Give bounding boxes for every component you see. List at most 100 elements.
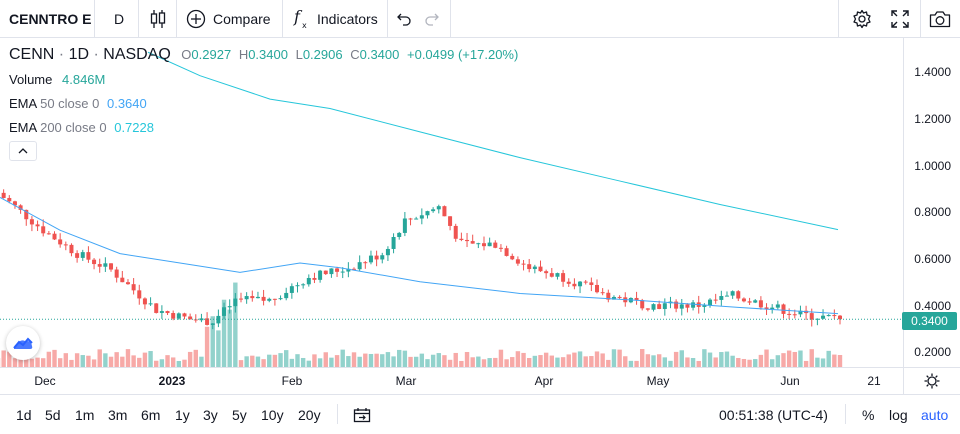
range-3m-button[interactable]: 3m [108,395,127,434]
candle-body [188,316,192,319]
candle-body [392,237,396,249]
candle [544,270,548,279]
volume-bar [589,356,593,367]
candle-body [171,313,175,319]
auto-scale-toggle[interactable]: auto [921,395,948,434]
chart-style-button[interactable] [149,0,167,38]
candle-body [177,313,181,318]
candle-body [30,219,34,224]
tradingview-logo[interactable] [6,326,40,360]
volume-bar [58,358,62,367]
candle [256,292,260,299]
legend-interval: 1D [69,46,89,63]
scale-settings-corner[interactable] [903,367,960,394]
settings-button[interactable] [852,0,872,38]
candle [92,258,96,269]
candle-body [838,316,842,320]
log-scale-toggle[interactable]: log [889,395,908,434]
volume-value: 4.846M [62,72,105,87]
volume-bar [227,310,231,367]
high-label: H [239,47,248,62]
candle [86,246,90,263]
candle-body [81,252,85,258]
candle-body [92,260,96,264]
toolbar-divider [450,0,451,38]
volume-bar [702,349,706,367]
range-1m-button[interactable]: 1m [75,395,94,434]
fullscreen-button[interactable] [891,0,909,38]
timezone-clock[interactable]: 00:51:38 (UTC-4) [719,395,828,434]
screenshot-button[interactable] [929,0,951,38]
range-20y-button[interactable]: 20y [298,395,321,434]
candle [318,270,322,283]
candle [527,259,531,272]
symbol-search-button[interactable]: CENNTRO E [9,0,91,38]
candle [442,206,446,217]
candle-body [307,278,311,284]
plus-circle-icon [186,9,206,29]
candle [53,231,57,240]
volume-bar [1,350,5,367]
range-1d-button[interactable]: 1d [16,395,32,434]
compare-button[interactable]: Compare [186,0,271,38]
toolbar-divider [138,0,139,38]
range-3y-button[interactable]: 3y [203,395,218,434]
time-scale[interactable]: Dec 2023 Feb Mar Apr May Jun 21 [0,367,903,394]
candle [420,208,424,224]
redo-button[interactable] [424,0,440,38]
candle-body [7,198,11,201]
collapse-legend-button[interactable] [9,141,37,161]
candle-body [47,233,51,234]
indicators-button[interactable]: f x Indicators [293,0,378,38]
candle-body [815,319,819,320]
chart-pane[interactable]: CENN · 1D · NASDAQ O0.2927 H0.3400 L0.29… [0,38,903,367]
volume-bar [730,356,734,367]
range-1y-button[interactable]: 1y [175,395,190,434]
candle-body [522,264,526,265]
candle-body [476,243,480,244]
ema200-label: EMA [9,120,36,135]
candle-body [437,206,441,209]
volume-bar [329,358,333,367]
candle-body [832,315,836,316]
toolbar-divider [94,0,95,38]
ema200-legend[interactable]: EMA 200 close 0 0.7228 [9,120,154,135]
candle [488,238,492,247]
range-6m-button[interactable]: 6m [141,395,160,434]
range-10y-button[interactable]: 10y [261,395,284,434]
candle [719,291,723,306]
candle [425,211,429,219]
candle [685,303,689,312]
fx-icon: f x [293,8,311,30]
toolbar-divider [282,0,283,38]
ema50-label: EMA [9,96,36,111]
legend-ticker[interactable]: CENN [9,46,54,63]
candle [109,263,113,272]
range-5y-button[interactable]: 5y [232,395,247,434]
range-5d-button[interactable]: 5d [45,395,61,434]
volume-bar [312,354,316,367]
candle-body [262,297,266,301]
goto-date-button[interactable] [353,395,371,434]
candle [369,251,373,265]
candle [64,242,68,251]
volume-legend[interactable]: Volume 4.846M [9,72,105,87]
candle-body [414,219,418,220]
candle [290,283,294,298]
ema50-legend[interactable]: EMA 50 close 0 0.3640 [9,96,147,111]
candle [810,309,814,327]
volume-bar [408,357,412,367]
candle [154,303,158,313]
volume-bar [680,350,684,367]
volume-bar [521,353,525,367]
undo-button[interactable] [396,0,412,38]
price-chart[interactable] [0,38,903,367]
volume-bar [826,351,830,367]
price-tick: 0.2000 [914,345,951,359]
volume-bar [476,357,480,367]
interval-button[interactable]: D [114,0,124,38]
top-toolbar: CENNTRO E D Compare f x Indicators [0,0,960,38]
volume-bar [640,349,644,367]
candle-body [75,253,79,258]
percent-scale-toggle[interactable]: % [862,395,874,434]
